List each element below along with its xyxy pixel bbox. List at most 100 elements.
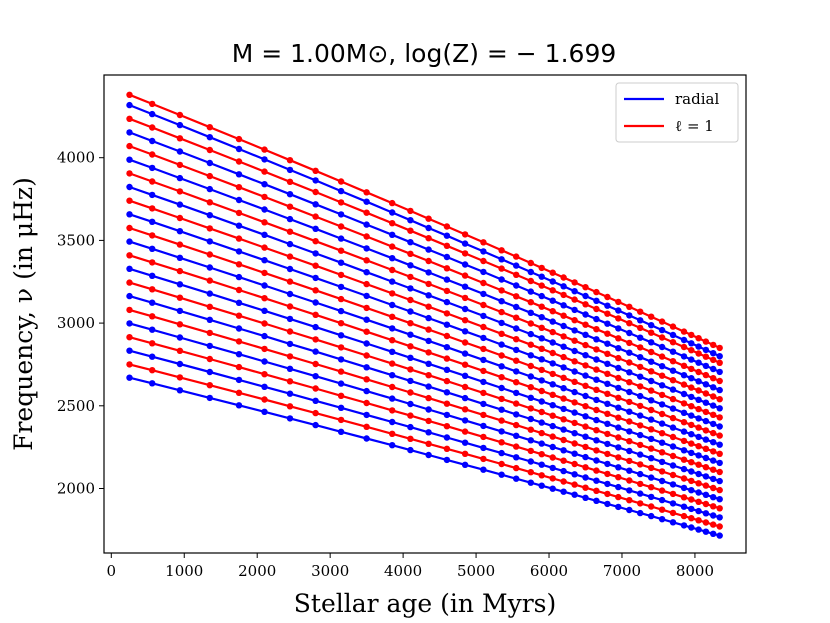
data-point (286, 191, 294, 198)
data-point (716, 532, 723, 539)
data-point (480, 290, 487, 298)
data-point (235, 248, 243, 255)
data-point (658, 506, 666, 513)
data-point (461, 461, 469, 468)
data-point (549, 475, 556, 482)
data-point (176, 281, 184, 288)
data-point (615, 325, 622, 332)
data-point (637, 490, 644, 497)
data-point (716, 468, 723, 476)
data-point (716, 377, 723, 385)
data-point (443, 434, 451, 441)
data-point (669, 414, 677, 422)
data-point (407, 366, 414, 373)
data-point (498, 256, 505, 263)
x-tick-label: 8000 (676, 562, 714, 580)
legend-label-radial: radial (675, 90, 719, 108)
data-point (312, 287, 319, 294)
data-point (615, 364, 622, 372)
data-point (126, 292, 133, 300)
data-point (126, 91, 133, 99)
data-point (126, 197, 133, 204)
data-point (527, 341, 534, 348)
data-point (337, 259, 345, 266)
data-point (461, 283, 469, 290)
data-point (261, 257, 268, 264)
data-point (312, 262, 319, 269)
data-point (658, 334, 666, 341)
data-point (593, 427, 600, 434)
data-point (688, 403, 695, 410)
data-point (710, 350, 717, 357)
data-point (176, 228, 184, 235)
data-point (149, 340, 156, 347)
data-point (126, 211, 133, 218)
data-point (593, 305, 600, 313)
data-point (648, 445, 655, 452)
data-point (261, 269, 268, 277)
data-point (702, 353, 710, 360)
data-point (593, 467, 600, 474)
data-point (498, 287, 505, 294)
series-line (129, 145, 721, 383)
data-point (527, 373, 534, 380)
data-point (407, 400, 414, 408)
series-line (129, 158, 721, 392)
data-point (513, 293, 520, 300)
data-point (235, 338, 243, 345)
data-point (669, 348, 677, 355)
data-point (688, 468, 695, 475)
data-point (527, 447, 534, 455)
data-point (538, 387, 545, 395)
data-point (312, 299, 319, 306)
data-point (710, 384, 717, 391)
data-point (702, 346, 710, 354)
data-point (688, 365, 695, 373)
data-point (443, 276, 451, 283)
data-point (593, 326, 600, 333)
data-point (688, 524, 695, 531)
data-point (549, 318, 556, 325)
data-point (702, 454, 710, 462)
data-point (286, 353, 294, 360)
data-point (176, 174, 184, 182)
data-point (337, 187, 345, 195)
data-point (312, 250, 319, 257)
data-point (648, 455, 655, 462)
data-point (571, 378, 578, 385)
data-point (695, 526, 702, 533)
data-point (680, 328, 688, 335)
y-tick-label: 3000 (57, 314, 95, 332)
series-l1 (126, 91, 723, 352)
data-point (560, 416, 567, 423)
data-point (389, 325, 396, 332)
data-point (443, 310, 451, 317)
data-point (149, 353, 156, 360)
data-point (176, 188, 184, 195)
data-point (637, 392, 644, 400)
series-l1 (126, 361, 723, 530)
data-point (716, 496, 723, 503)
data-point (261, 320, 268, 327)
data-point (425, 303, 432, 310)
data-point (702, 399, 710, 406)
data-point (286, 278, 294, 285)
data-point (571, 409, 578, 416)
data-point (480, 257, 487, 265)
data-point (695, 452, 702, 459)
data-point (425, 246, 432, 253)
data-point (669, 452, 677, 460)
data-point (648, 387, 655, 394)
data-point (425, 440, 432, 447)
data-point (680, 447, 688, 454)
data-point (261, 396, 268, 403)
data-point (527, 415, 534, 423)
data-point (615, 404, 622, 411)
data-point (710, 375, 717, 382)
data-point (593, 396, 600, 404)
data-point (149, 326, 156, 333)
data-point (513, 411, 520, 418)
data-point (669, 377, 677, 384)
data-point (549, 443, 556, 451)
data-point (286, 328, 294, 335)
